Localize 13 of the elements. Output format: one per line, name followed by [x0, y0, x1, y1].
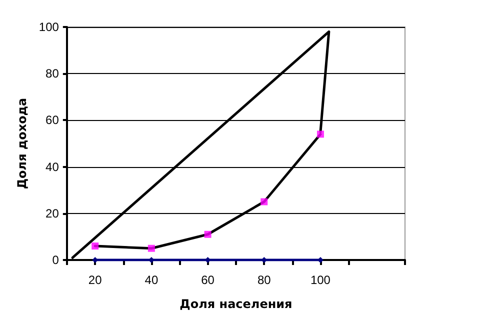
y-tick-label: 100 — [38, 20, 60, 34]
y-tick-label: 60 — [46, 113, 60, 128]
x-tick-label: 20 — [88, 273, 102, 287]
y-tick-label: 0 — [52, 253, 60, 267]
y-axis-title: Доля дохода — [15, 98, 29, 190]
x-axis-title: Доля населения — [180, 297, 292, 311]
x-tick-label: 100 — [310, 273, 331, 287]
x-tick-label: 40 — [144, 273, 158, 287]
y-tick-label: 80 — [46, 66, 60, 81]
x-tick-label: 80 — [257, 273, 272, 287]
y-tick-label: 20 — [46, 206, 60, 220]
x-tick-label: 60 — [201, 273, 215, 287]
y-tick-label: 40 — [46, 160, 60, 174]
